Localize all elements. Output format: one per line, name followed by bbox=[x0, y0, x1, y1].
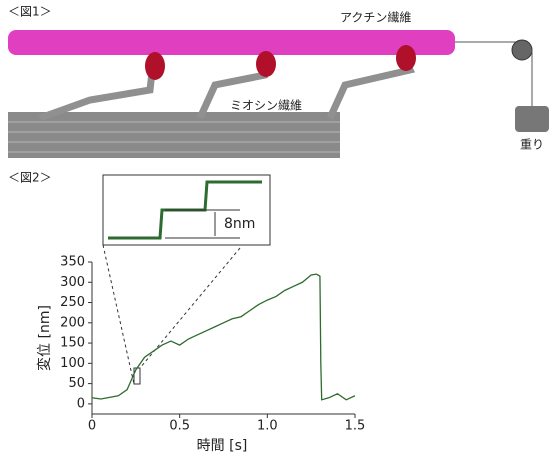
myosin-label: ミオシン繊維 bbox=[230, 99, 302, 113]
y-tick-label: 250 bbox=[60, 295, 85, 310]
y-tick-label: 100 bbox=[60, 356, 85, 371]
myosin-filament bbox=[8, 112, 340, 158]
zoom-line bbox=[102, 244, 135, 385]
fig1-label: ＜図1＞ bbox=[8, 5, 52, 19]
y-tick-label: 50 bbox=[68, 376, 85, 391]
myosin-heads bbox=[145, 45, 416, 80]
y-tick-label: 350 bbox=[60, 255, 85, 270]
x-tick-label: 1.5 bbox=[345, 419, 366, 434]
fig2-label: ＜図2＞ bbox=[8, 171, 52, 185]
actin-filament bbox=[8, 30, 455, 55]
x-axis-label: 時間 [s] bbox=[197, 438, 248, 454]
myosin-texture bbox=[8, 121, 340, 153]
x-tick-label: 0.5 bbox=[169, 419, 190, 434]
x-tick-label: 1.0 bbox=[257, 419, 278, 434]
pulley bbox=[511, 39, 533, 61]
actin-label: アクチン繊維 bbox=[340, 11, 411, 25]
weight-label: 重り bbox=[520, 138, 544, 152]
data-line bbox=[91, 273, 356, 401]
myosin-arms bbox=[38, 58, 416, 122]
zoom-line bbox=[139, 247, 241, 369]
inset-annotation: 8nm bbox=[224, 216, 255, 232]
y-tick-label: 150 bbox=[60, 336, 85, 351]
weight bbox=[515, 106, 549, 132]
y-axis-label: 変位 [nm] bbox=[36, 305, 53, 371]
y-tick-label: 0 bbox=[77, 396, 85, 411]
x-tick-label: 0 bbox=[88, 419, 96, 434]
y-tick-label: 200 bbox=[60, 315, 85, 330]
y-tick-label: 300 bbox=[60, 275, 85, 290]
